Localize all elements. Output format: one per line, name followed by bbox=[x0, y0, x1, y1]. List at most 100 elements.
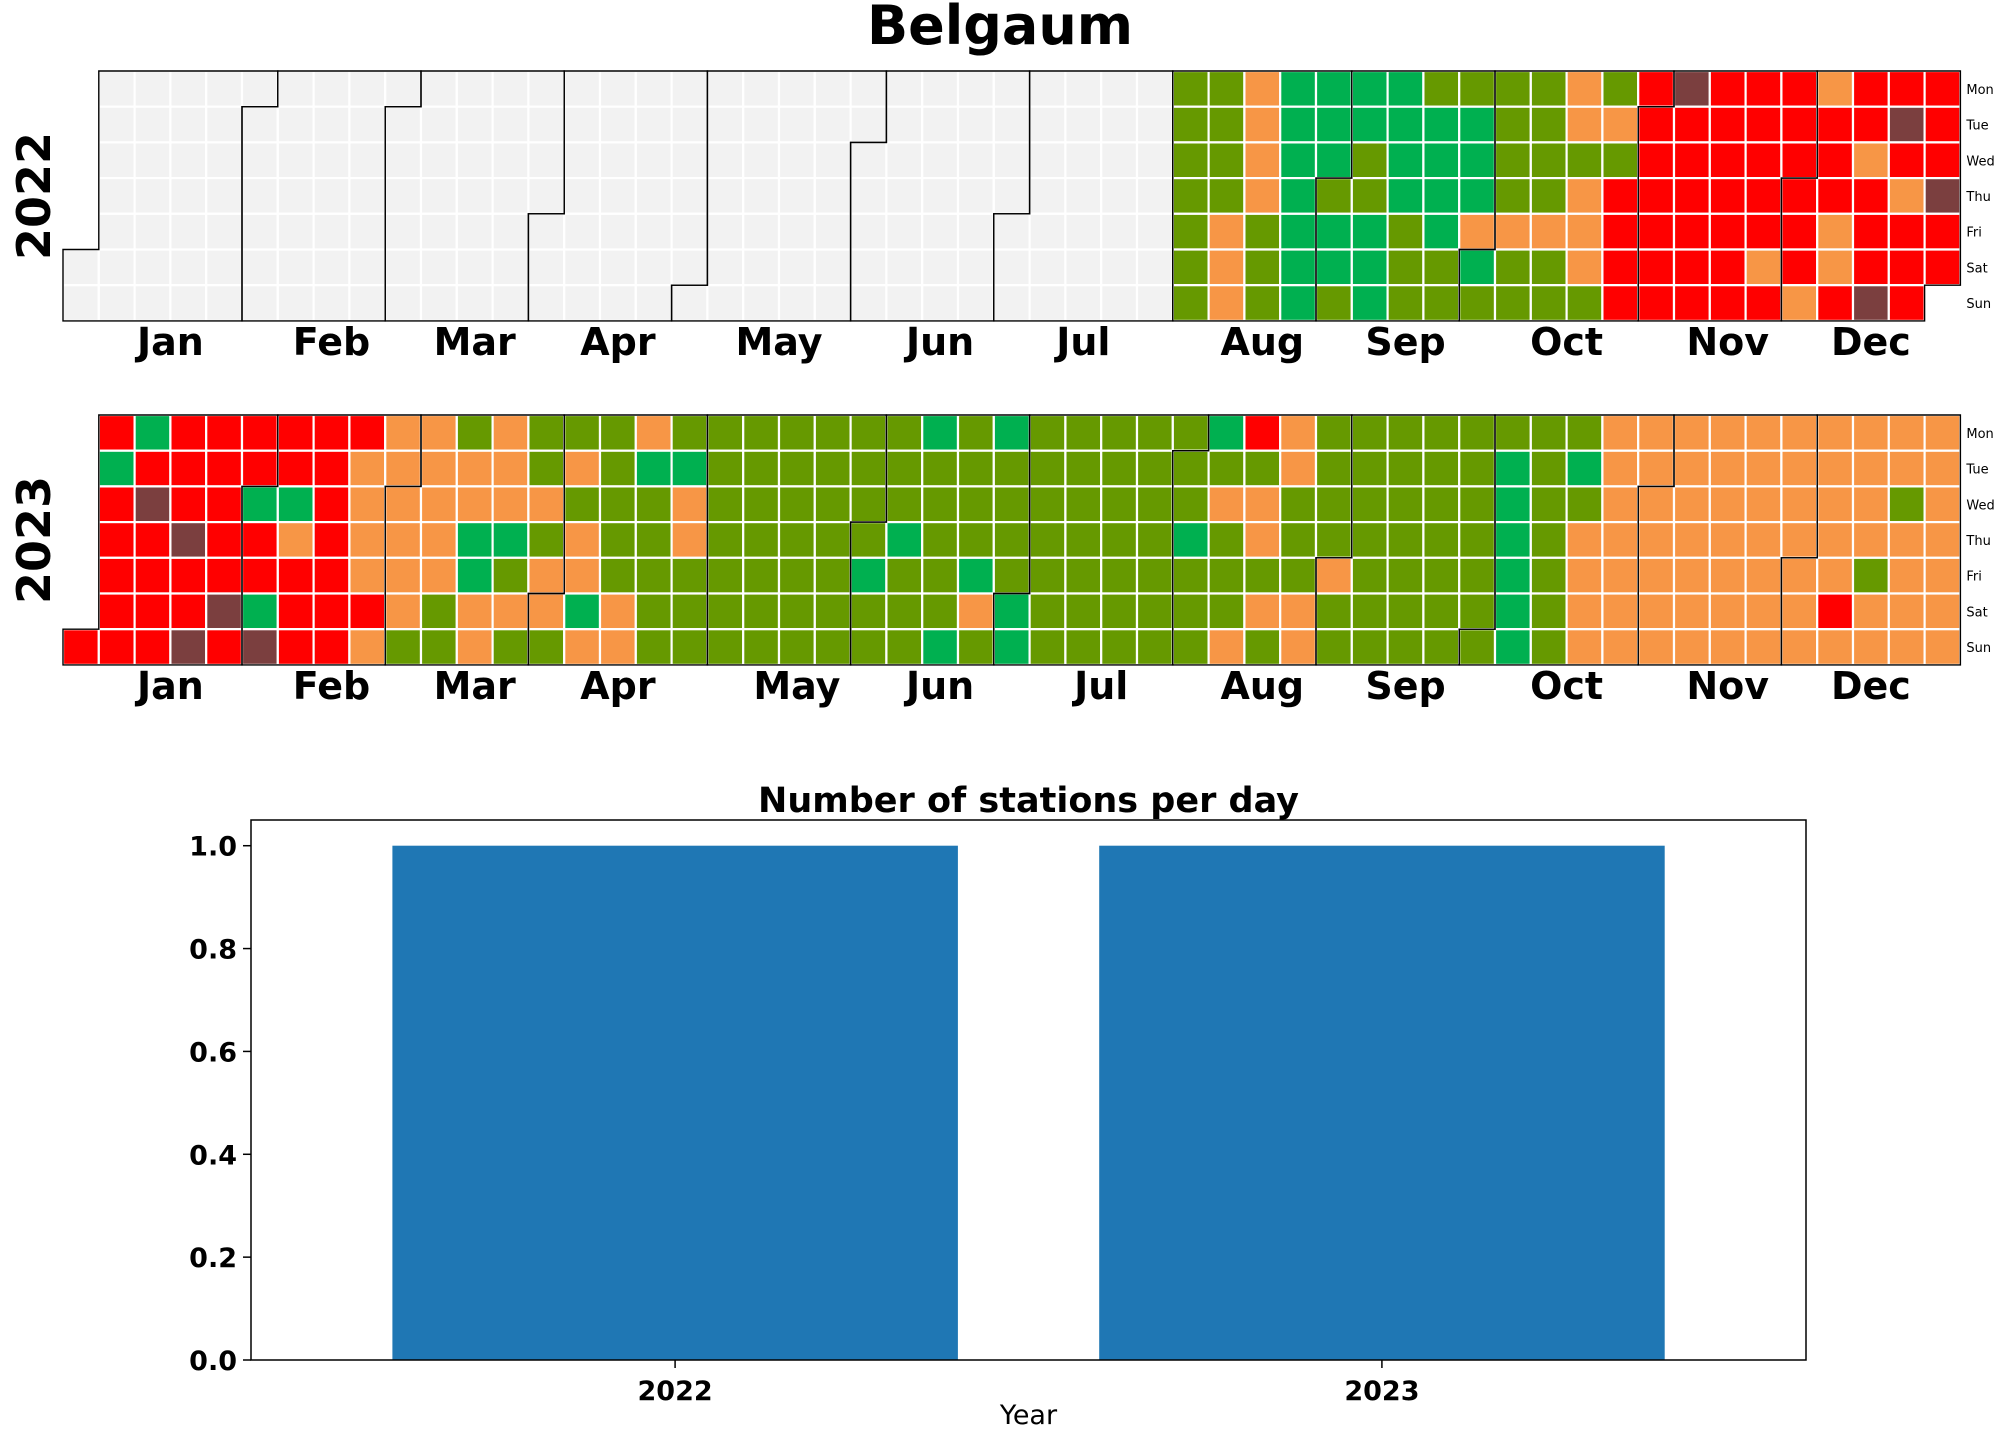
month-label: Jan bbox=[134, 664, 204, 708]
day-cell-2023-01-19 bbox=[169, 520, 208, 559]
day-cell-2023-11-15 bbox=[1708, 485, 1747, 524]
day-cell-2022-11-10 bbox=[1672, 177, 1711, 215]
day-cell-2023-12-19 bbox=[1887, 449, 1926, 488]
day-cell-2023-10-18 bbox=[1565, 485, 1604, 524]
day-cell-2023-09-09 bbox=[1350, 592, 1389, 631]
day-cell-2022-03-26 bbox=[491, 248, 530, 287]
day-cell-2023-01-11 bbox=[133, 485, 172, 524]
day-cell-2023-06-23 bbox=[956, 556, 995, 595]
day-cell-2023-06-18 bbox=[921, 628, 960, 667]
day-cell-2023-08-05 bbox=[1171, 592, 1210, 631]
day-cell-2023-02-18 bbox=[312, 592, 351, 631]
day-cell-2023-01-14 bbox=[133, 592, 172, 631]
day-cell-2023-09-16 bbox=[1386, 592, 1425, 631]
day-cell-2023-10-30 bbox=[1637, 413, 1676, 452]
day-cell-2023-06-05 bbox=[885, 413, 924, 452]
day-cell-2022-06-18 bbox=[921, 248, 960, 287]
day-cell-2023-02-03 bbox=[240, 556, 279, 595]
day-cell-2022-01-30 bbox=[205, 284, 244, 323]
day-cell-2022-12-24 bbox=[1887, 248, 1926, 287]
day-cell-2023-09-02 bbox=[1314, 592, 1353, 631]
day-cell-2022-12-28 bbox=[1923, 141, 1962, 180]
day-cell-2022-02-03 bbox=[240, 177, 279, 215]
day-cell-2023-04-01 bbox=[527, 592, 566, 631]
day-cell-2022-12-30 bbox=[1923, 212, 1962, 251]
day-cell-2022-04-19 bbox=[634, 105, 673, 144]
day-cell-2022-04-04 bbox=[563, 69, 602, 108]
day-cell-2022-04-22 bbox=[634, 212, 673, 251]
day-cell-2022-09-21 bbox=[1422, 141, 1461, 180]
day-cell-2023-09-29 bbox=[1458, 556, 1497, 595]
bar-2023 bbox=[1099, 845, 1665, 1360]
day-cell-2023-12-12 bbox=[1851, 449, 1890, 488]
day-cell-2023-02-22 bbox=[348, 485, 387, 524]
day-cell-2022-03-14 bbox=[455, 69, 494, 108]
day-cell-2023-04-10 bbox=[598, 413, 637, 452]
month-label: May bbox=[735, 320, 822, 364]
day-cell-2023-12-24 bbox=[1887, 628, 1926, 667]
day-cell-2022-09-28 bbox=[1458, 141, 1497, 180]
day-cell-2022-05-07 bbox=[706, 248, 745, 287]
day-cell-2022-08-07 bbox=[1171, 284, 1210, 323]
day-cell-2022-12-02 bbox=[1780, 212, 1819, 251]
y-tick-label: 0.8 bbox=[189, 935, 237, 966]
day-cell-2023-08-13 bbox=[1207, 628, 1246, 667]
day-cell-2023-12-21 bbox=[1887, 520, 1926, 559]
day-cell-2022-02-25 bbox=[348, 212, 387, 251]
day-cell-2023-09-20 bbox=[1422, 485, 1461, 524]
day-cell-2023-10-01 bbox=[1458, 628, 1497, 667]
day-cell-2022-10-10 bbox=[1529, 69, 1568, 108]
day-cell-2022-01-19 bbox=[169, 141, 208, 180]
stations-bar-chart: Number of stations per day 2022 2023 0.0 0.2… bbox=[189, 781, 1807, 1431]
day-cell-2022-09-08 bbox=[1350, 177, 1389, 215]
day-cell-2023-08-15 bbox=[1243, 449, 1282, 488]
day-cell-2023-03-11 bbox=[419, 592, 458, 631]
day-cell-2023-07-11 bbox=[1064, 449, 1103, 488]
day-cell-2023-07-30 bbox=[1135, 628, 1174, 667]
day-cell-2022-08-25 bbox=[1279, 177, 1318, 215]
day-cell-2022-01-03 bbox=[97, 69, 136, 108]
day-cell-2023-10-24 bbox=[1601, 449, 1640, 488]
day-cell-2022-05-03 bbox=[706, 105, 745, 144]
day-cell-2022-10-29 bbox=[1601, 248, 1640, 287]
plot-frame bbox=[250, 819, 1807, 1361]
day-cell-2023-04-27 bbox=[670, 520, 709, 559]
day-cell-2022-04-03 bbox=[527, 284, 566, 323]
day-cell-2022-09-15 bbox=[1386, 177, 1425, 215]
day-cell-2023-02-05 bbox=[240, 628, 279, 667]
day-cell-2023-11-24 bbox=[1744, 556, 1783, 595]
day-cell-2023-02-26 bbox=[348, 628, 387, 667]
day-cell-2022-12-22 bbox=[1887, 177, 1926, 215]
day-cell-2022-07-04 bbox=[1028, 69, 1067, 108]
day-cell-2022-05-20 bbox=[777, 212, 816, 251]
day-cell-2023-11-08 bbox=[1672, 485, 1711, 524]
day-cell-2022-11-08 bbox=[1672, 105, 1711, 144]
day-cell-2023-11-13 bbox=[1708, 413, 1747, 452]
day-cell-2023-05-10 bbox=[742, 485, 781, 524]
day-cell-2022-02-07 bbox=[276, 69, 315, 108]
day-cell-2022-03-28 bbox=[527, 69, 566, 108]
day-cell-2022-09-16 bbox=[1386, 212, 1425, 251]
day-cell-2023-07-25 bbox=[1135, 449, 1174, 488]
day-cell-2022-09-26 bbox=[1458, 69, 1497, 108]
day-cell-2022-04-24 bbox=[634, 284, 673, 323]
day-cell-2022-02-21 bbox=[348, 69, 387, 108]
day-cell-2022-09-24 bbox=[1422, 248, 1461, 287]
day-cell-2023-01-02 bbox=[97, 413, 136, 452]
day-cell-2023-10-21 bbox=[1565, 592, 1604, 631]
day-cell-2022-08-26 bbox=[1279, 212, 1318, 251]
day-cell-2023-08-02 bbox=[1171, 485, 1210, 524]
day-cell-2022-11-12 bbox=[1672, 248, 1711, 287]
day-cell-2023-08-06 bbox=[1171, 628, 1210, 667]
month-outline-dec bbox=[1780, 414, 1962, 666]
day-cell-2022-08-18 bbox=[1243, 177, 1282, 215]
day-cell-2022-07-23 bbox=[1100, 248, 1139, 287]
day-cell-2023-05-15 bbox=[777, 413, 816, 452]
day-cell-2023-04-28 bbox=[670, 556, 709, 595]
day-cell-2023-08-17 bbox=[1243, 520, 1282, 559]
day-cell-2022-03-15 bbox=[455, 105, 494, 144]
day-cell-2023-08-12 bbox=[1207, 592, 1246, 631]
day-cell-2023-08-04 bbox=[1171, 556, 1210, 595]
day-cell-2022-07-25 bbox=[1135, 69, 1174, 108]
day-cell-2023-05-19 bbox=[777, 556, 816, 595]
